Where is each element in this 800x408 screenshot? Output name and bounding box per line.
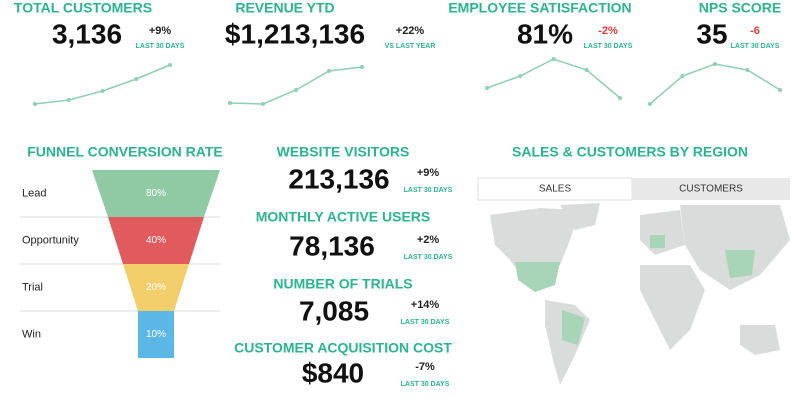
sparkline-point xyxy=(168,63,172,67)
tab-label: CUSTOMERS xyxy=(679,184,743,195)
kpi-change: -2% xyxy=(598,25,618,37)
stage-name: Opportunity xyxy=(22,234,79,246)
kpi-value: $1,213,136 xyxy=(225,18,365,49)
sparkline-point xyxy=(551,57,556,61)
sparkline-point xyxy=(778,88,782,92)
stage-name: Lead xyxy=(22,187,46,199)
usa xyxy=(515,262,560,292)
metric-change: +2% xyxy=(417,234,440,246)
sparkline xyxy=(649,63,781,105)
kpi-period: VS LAST YEAR xyxy=(385,43,436,50)
stage-label: 10% xyxy=(146,329,166,340)
kpi-title: TOTAL CUSTOMERS xyxy=(14,0,152,16)
tab-label: SALES xyxy=(539,184,572,195)
metric-period: LAST 30 DAYS xyxy=(401,381,450,388)
sparkline-point xyxy=(618,96,622,100)
sparkline-point xyxy=(360,65,364,69)
metric-title: CUSTOMER ACQUISITION COST xyxy=(234,340,452,356)
metric-change: +9% xyxy=(417,167,440,179)
metric-title: NUMBER OF TRIALS xyxy=(273,276,412,292)
metric-period: LAST 30 DAYS xyxy=(401,319,450,326)
stage-label: 40% xyxy=(146,235,166,246)
metric-title: MONTHLY ACTIVE USERS xyxy=(256,209,431,225)
metric-period: LAST 30 DAYS xyxy=(404,187,453,194)
stage-name: Win xyxy=(22,328,41,340)
kpi-change: -6 xyxy=(750,25,760,37)
sparkline xyxy=(34,64,171,105)
sparkline-point xyxy=(745,68,750,72)
sparkline-point xyxy=(680,74,685,78)
kpi-period: LAST 30 DAYS xyxy=(136,43,185,50)
sparkline-point xyxy=(485,86,489,90)
metric-period: LAST 30 DAYS xyxy=(404,254,453,261)
sparkline-point xyxy=(66,98,71,102)
sparkline-point xyxy=(713,62,717,66)
kpi-value: 3,136 xyxy=(52,18,122,49)
funnel-stage xyxy=(123,264,189,311)
brazil xyxy=(562,310,585,345)
funnel-stage xyxy=(92,170,220,217)
kpi-period: LAST 30 DAYS xyxy=(584,43,633,50)
tab-customers[interactable] xyxy=(632,178,790,200)
sparkline xyxy=(486,58,621,99)
metric-value: 213,136 xyxy=(288,163,389,194)
sparkline-point xyxy=(228,101,232,105)
africa xyxy=(640,265,705,350)
metric-value: 7,085 xyxy=(299,295,369,326)
sparkline-point xyxy=(584,68,589,72)
metric-change: +14% xyxy=(411,299,440,311)
stage-label: 80% xyxy=(146,188,166,199)
sparkline-point xyxy=(134,77,139,81)
sparkline-point xyxy=(327,69,331,73)
kpi-title: NPS SCORE xyxy=(699,0,781,16)
metric-title: WEBSITE VISITORS xyxy=(277,144,410,160)
sparkline-point xyxy=(261,102,265,106)
sparkline-point xyxy=(33,102,37,106)
kpi-value: 35 xyxy=(696,18,727,49)
sparkline-point xyxy=(100,89,105,93)
stage-label: 20% xyxy=(146,282,166,293)
asia xyxy=(680,205,790,290)
china xyxy=(725,250,755,278)
europe-country xyxy=(650,235,665,248)
kpi-title: REVENUE YTD xyxy=(235,0,334,16)
metric-value: $840 xyxy=(302,357,364,388)
kpi-period: LAST 30 DAYS xyxy=(731,43,780,50)
metric-value: 78,136 xyxy=(289,230,375,261)
kpi-value: 81% xyxy=(517,18,573,49)
sparkline xyxy=(229,66,363,105)
kpi-change: +22% xyxy=(396,25,425,37)
funnel-stage xyxy=(138,311,174,358)
greenland xyxy=(560,203,600,230)
map-title: SALES & CUSTOMERS BY REGION xyxy=(512,144,748,160)
kpi-change: +9% xyxy=(149,25,172,37)
sparkline-point xyxy=(648,102,652,106)
kpi-title: EMPLOYEE SATISFACTION xyxy=(448,0,631,16)
australia xyxy=(740,325,780,355)
funnel-stage xyxy=(108,217,204,264)
stage-name: Trial xyxy=(22,281,43,293)
funnel-title: FUNNEL CONVERSION RATE xyxy=(27,144,223,160)
sparkline-point xyxy=(294,88,298,92)
metric-change: -7% xyxy=(415,361,435,373)
world-map xyxy=(478,200,790,396)
sparkline-point xyxy=(518,74,523,78)
